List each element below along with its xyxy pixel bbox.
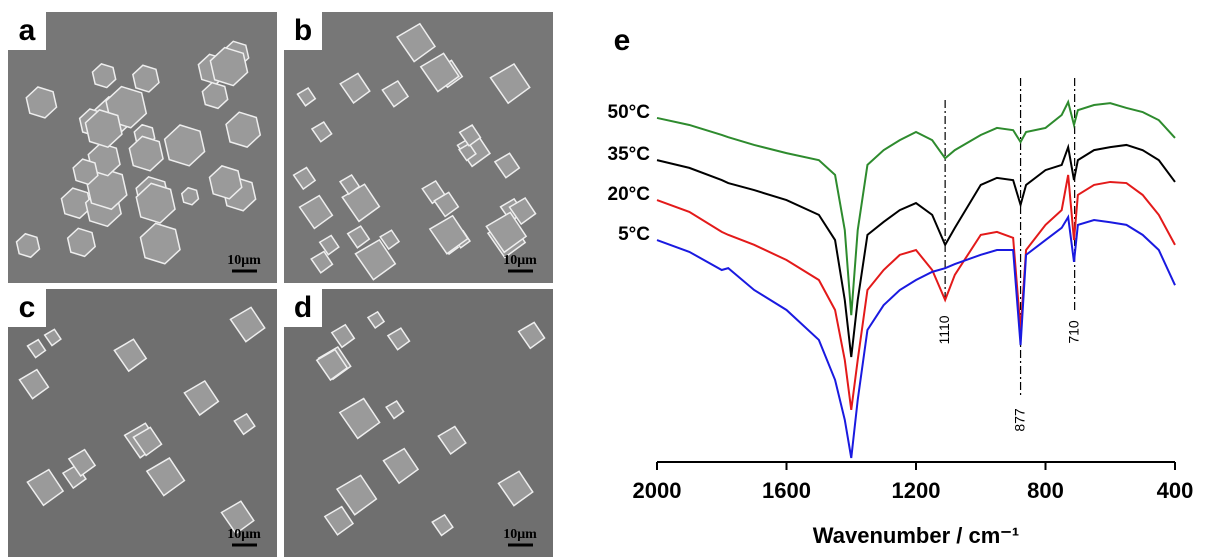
sem-panel: a 10μm bbox=[8, 12, 277, 283]
figure: a 10μm b 10μm c 10μm d 10μm e 2000 1600 1200 800 400… bbox=[0, 0, 1206, 557]
series-label: 50°C bbox=[608, 102, 651, 123]
spectrum-line bbox=[657, 102, 1175, 315]
series-label: 35°C bbox=[608, 144, 651, 165]
sem-panel: d 10μm bbox=[284, 289, 553, 557]
sem-images: a 10μm b 10μm c 10μm d 10μm bbox=[8, 12, 553, 557]
x-axis-label: Wavenumber / cm⁻¹ bbox=[813, 523, 1019, 548]
x-tick-label: 1600 bbox=[762, 478, 811, 503]
panel-letter: b bbox=[294, 14, 312, 47]
x-tick-label: 800 bbox=[1027, 478, 1064, 503]
panel-letter: e bbox=[614, 24, 631, 57]
spectrum-line bbox=[657, 217, 1175, 458]
peak-label: 710 bbox=[1065, 320, 1081, 344]
panel-letter: a bbox=[19, 14, 36, 47]
x-tick-label: 1200 bbox=[892, 478, 941, 503]
scale-label: 10μm bbox=[503, 527, 537, 542]
ir-chart: e 2000 1600 1200 800 400 Wavenumber / cm⁻¹ 1110… bbox=[608, 24, 1194, 548]
scale-label: 10μm bbox=[227, 527, 261, 542]
spectrum-line bbox=[657, 175, 1175, 410]
page: {"panels": [ {"label": "a", "scale": "10… bbox=[0, 0, 1206, 557]
series-label: 5°C bbox=[618, 224, 650, 245]
x-tick-label: 400 bbox=[1157, 478, 1194, 503]
panel-letter: c bbox=[19, 291, 36, 324]
sem-panel: b 10μm bbox=[284, 12, 553, 283]
sem-panel: c 10μm bbox=[8, 289, 277, 557]
peak-label: 877 bbox=[1011, 408, 1027, 432]
scale-label: 10μm bbox=[503, 253, 537, 268]
scale-label: 10μm bbox=[227, 253, 261, 268]
panel-letter: d bbox=[294, 291, 312, 324]
peak-label: 1110 bbox=[936, 315, 952, 344]
series-label: 20°C bbox=[608, 184, 651, 205]
x-tick-label: 2000 bbox=[633, 478, 682, 503]
